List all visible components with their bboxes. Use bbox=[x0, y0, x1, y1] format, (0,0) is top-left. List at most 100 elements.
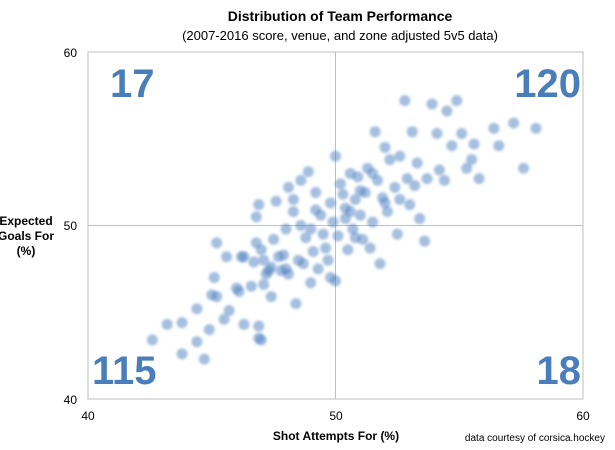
data-point bbox=[250, 211, 262, 223]
data-point bbox=[456, 128, 468, 140]
data-point bbox=[218, 313, 230, 325]
data-point bbox=[431, 128, 443, 140]
data-point bbox=[235, 251, 247, 263]
chart-title: Distribution of Team Performance bbox=[228, 8, 453, 24]
data-point bbox=[176, 348, 188, 360]
data-point bbox=[248, 256, 260, 268]
data-point bbox=[176, 317, 188, 329]
data-point bbox=[441, 105, 453, 117]
data-point bbox=[391, 228, 403, 240]
data-point bbox=[433, 164, 445, 176]
quadrant-count-top-right: 120 bbox=[514, 62, 581, 106]
data-point bbox=[530, 122, 542, 134]
data-point bbox=[379, 197, 391, 209]
data-point bbox=[312, 263, 324, 275]
data-point bbox=[466, 154, 478, 166]
data-points bbox=[146, 95, 542, 365]
data-point bbox=[280, 263, 292, 275]
x-axis-label: Shot Attempts For (%) bbox=[273, 429, 399, 443]
data-point bbox=[369, 126, 381, 138]
data-point bbox=[258, 254, 270, 266]
chart-subtitle: (2007-2016 score, venue, and zone adjust… bbox=[182, 28, 498, 43]
data-point bbox=[282, 181, 294, 193]
data-point bbox=[320, 242, 332, 254]
data-point bbox=[394, 150, 406, 162]
data-point bbox=[327, 216, 339, 228]
data-point bbox=[367, 167, 379, 179]
data-point bbox=[508, 117, 520, 129]
data-point bbox=[381, 206, 393, 218]
quadrant-count-top-left: 17 bbox=[110, 62, 155, 106]
data-point bbox=[268, 233, 280, 245]
credit-text: data courtesy of corsica.hockey bbox=[465, 433, 605, 444]
data-point bbox=[300, 232, 312, 244]
data-point bbox=[211, 237, 223, 249]
data-point bbox=[332, 230, 344, 242]
data-point bbox=[344, 206, 356, 218]
data-point bbox=[325, 197, 337, 209]
data-point bbox=[191, 336, 203, 348]
data-point bbox=[287, 193, 299, 205]
y-tick-label: 50 bbox=[64, 219, 78, 233]
data-point bbox=[310, 187, 322, 199]
data-point bbox=[468, 138, 480, 150]
data-point bbox=[330, 275, 341, 287]
data-point bbox=[374, 258, 386, 270]
data-point bbox=[198, 353, 210, 365]
data-point bbox=[419, 235, 431, 247]
data-point bbox=[438, 174, 450, 186]
quadrant-count-bottom-right: 18 bbox=[537, 349, 582, 393]
y-tick-label: 40 bbox=[64, 393, 78, 407]
data-point bbox=[317, 228, 329, 240]
data-point bbox=[446, 140, 458, 152]
data-point bbox=[409, 180, 421, 192]
data-point bbox=[384, 154, 396, 166]
data-point bbox=[280, 223, 292, 235]
data-point bbox=[493, 140, 505, 152]
data-point bbox=[330, 150, 341, 162]
data-point bbox=[337, 188, 349, 200]
data-point bbox=[191, 303, 203, 315]
x-tick-label: 40 bbox=[81, 409, 95, 423]
data-point bbox=[238, 318, 250, 330]
data-point bbox=[342, 244, 354, 256]
data-point bbox=[354, 185, 366, 197]
data-point bbox=[265, 291, 277, 303]
data-point bbox=[245, 280, 257, 292]
data-point bbox=[307, 246, 319, 258]
data-point bbox=[223, 305, 235, 317]
data-point bbox=[273, 251, 285, 263]
data-point bbox=[488, 122, 500, 134]
data-point bbox=[322, 254, 334, 266]
data-point bbox=[349, 193, 361, 205]
data-point bbox=[367, 216, 379, 228]
data-point bbox=[203, 324, 215, 336]
data-point bbox=[406, 126, 418, 138]
data-point bbox=[394, 193, 406, 205]
data-point bbox=[255, 334, 267, 346]
y-axis-label-line3: (%) bbox=[17, 244, 36, 258]
data-point bbox=[310, 204, 322, 216]
data-point bbox=[295, 220, 307, 231]
data-point bbox=[302, 166, 314, 178]
data-point bbox=[379, 141, 391, 153]
data-point bbox=[253, 199, 265, 211]
data-point bbox=[208, 272, 220, 284]
data-point bbox=[297, 258, 309, 270]
data-point bbox=[221, 251, 233, 263]
data-point bbox=[270, 195, 282, 207]
data-point bbox=[421, 173, 433, 185]
x-tick-label: 50 bbox=[329, 409, 343, 423]
y-tick-label: 60 bbox=[64, 46, 78, 60]
data-point bbox=[263, 265, 275, 277]
data-point bbox=[404, 199, 416, 211]
data-point bbox=[161, 318, 173, 330]
data-point bbox=[211, 291, 223, 303]
data-point bbox=[354, 209, 366, 221]
data-point bbox=[518, 162, 530, 174]
data-point bbox=[255, 244, 267, 256]
x-tick-label: 60 bbox=[576, 409, 590, 423]
data-point bbox=[414, 213, 426, 225]
data-point bbox=[473, 173, 485, 185]
